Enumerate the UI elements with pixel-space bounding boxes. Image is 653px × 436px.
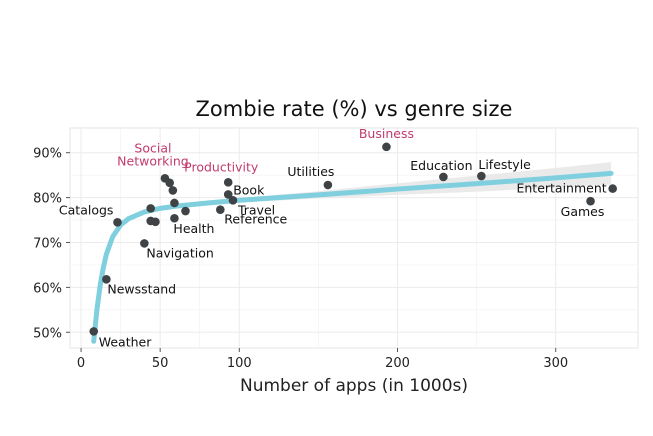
y-tick-label: 80%: [33, 192, 62, 207]
x-tick-label: 200: [385, 356, 410, 371]
data-point: [223, 190, 233, 199]
data-point: [223, 178, 233, 187]
x-tick-label: 0: [77, 356, 85, 371]
data-point: [113, 217, 122, 227]
point-label: Lifestyle: [478, 157, 531, 172]
plot-panel: [69, 127, 639, 349]
point-label: Catalogs: [59, 202, 114, 217]
data-point: [439, 172, 448, 182]
point-label: Productivity: [184, 159, 259, 174]
point-label: Business: [359, 126, 414, 141]
panel-frame: [69, 127, 639, 349]
data-point: [382, 142, 391, 152]
data-point: [146, 204, 155, 213]
y-tick-label: 70%: [33, 236, 62, 251]
data-point: [102, 275, 111, 284]
data-point: [477, 171, 486, 181]
point-label: Social Networking: [117, 140, 189, 168]
data-point: [170, 213, 179, 223]
x-axis-ticks: 0 50 100 200 300: [77, 348, 568, 371]
y-axis-ticks: 50% 60% 70% 80% 90%: [33, 147, 70, 341]
y-tick-label: 50%: [33, 326, 62, 341]
point-label: Weather: [99, 334, 152, 349]
data-point: [165, 178, 174, 188]
data-point: [216, 205, 225, 215]
point-labels: Weather Newsstand Catalogs Navigation Social…: [59, 126, 607, 350]
data-point: [586, 196, 595, 206]
x-axis-title: Number of apps (in 1000s): [240, 376, 468, 396]
grid-lines: [70, 128, 638, 348]
data-point: [151, 217, 160, 227]
chart-title: Zombie rate (%) vs genre size: [196, 97, 513, 121]
point-label: Newsstand: [107, 281, 176, 296]
y-tick-label: 60%: [33, 281, 62, 296]
point-label: Health: [173, 221, 214, 236]
y-tick-label: 90%: [33, 147, 62, 162]
data-point: [89, 327, 99, 336]
data-point: [323, 180, 333, 190]
point-label: Navigation: [146, 245, 213, 260]
data-points: [89, 142, 617, 336]
data-point: [140, 239, 149, 248]
data-point: [608, 184, 617, 193]
point-label: Education: [410, 158, 472, 173]
data-point: [228, 195, 238, 205]
x-tick-label: 300: [543, 356, 568, 371]
x-tick-label: 50: [152, 356, 169, 371]
point-label: Entertainment: [516, 181, 606, 196]
data-point: [181, 206, 190, 216]
point-label: Reference: [224, 212, 287, 227]
point-label: Utilities: [287, 164, 334, 179]
data-point: [170, 198, 179, 208]
point-label: Book: [233, 182, 265, 197]
point-label: Travel: [237, 202, 275, 217]
data-point: [168, 186, 178, 195]
point-label: Games: [561, 204, 605, 219]
x-tick-label: 100: [227, 356, 252, 371]
